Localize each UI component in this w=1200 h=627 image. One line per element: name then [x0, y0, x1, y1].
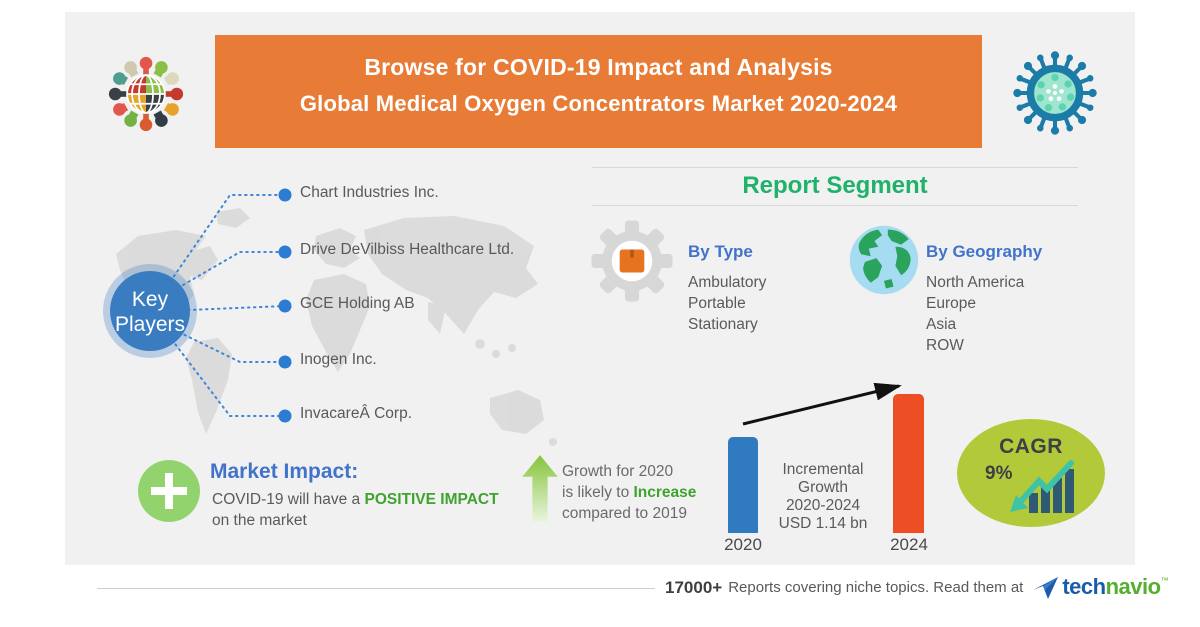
up-arrow-icon: [521, 455, 559, 530]
globe-icon: [846, 222, 922, 303]
company-item: GCE Holding AB: [300, 295, 415, 312]
market-impact-prefix: COVID-19 will have a: [212, 491, 365, 508]
plus-circle-icon: [138, 460, 200, 527]
footer-divider: [97, 588, 655, 589]
growth-line2-highlight: Increase: [633, 484, 697, 501]
bar-2024: [893, 394, 924, 533]
footer-text: Reports covering niche topics. Read them…: [728, 579, 1024, 596]
incremental-growth-annotation: Incremental Growth 2020-2024 USD 1.14 bn: [758, 461, 888, 533]
banner: Browse for COVID-19 Impact and Analysis …: [215, 35, 982, 148]
annotation-line: USD 1.14 bn: [778, 515, 868, 532]
trend-arrow-icon: [735, 372, 915, 437]
gear-package-icon: [588, 217, 676, 310]
reports-count: 17000+: [665, 577, 723, 597]
market-impact-text: COVID-19 will have a POSITIVE IMPACT on …: [212, 489, 499, 531]
cagr-value: 9%: [985, 463, 1013, 484]
key-players-label: Key Players: [114, 288, 186, 336]
coronavirus-icon: [1010, 48, 1100, 143]
annotation-line: Incremental: [782, 461, 864, 478]
company-item: Inogen Inc.: [300, 351, 377, 368]
brand-trademark: ™: [1160, 576, 1169, 585]
key-players-panel: Key Players Chart Industries Inc. Drive …: [70, 170, 590, 470]
bar-label-2020: 2020: [724, 535, 762, 554]
company-item: Chart Industries Inc.: [300, 184, 439, 201]
banner-title-line1: Browse for COVID-19 Impact and Analysis: [364, 54, 833, 80]
by-type-item: Portable: [688, 295, 746, 312]
annotation-line: Growth: [798, 479, 848, 496]
brand-navio: navio: [1105, 574, 1161, 599]
market-impact-highlight: POSITIVE IMPACT: [364, 491, 499, 508]
bar-2020: [728, 437, 758, 533]
by-geography-title: By Geography: [926, 242, 1043, 261]
by-type-item: Ambulatory: [688, 274, 767, 291]
connector-lines: [149, 194, 286, 417]
technavio-logo[interactable]: tech navio ™: [1033, 574, 1169, 601]
cagr-badge: CAGR 9%: [957, 419, 1105, 527]
growth-line3: compared to 2019: [562, 505, 687, 522]
banner-title-line2: Global Medical Oxygen Concentrators Mark…: [299, 91, 898, 116]
segment-divider-bottom: [592, 205, 1078, 206]
by-geography-item: Europe: [926, 295, 976, 312]
market-impact-line2: on the market: [212, 512, 307, 529]
technavio-arrow-icon: [1033, 577, 1059, 599]
market-impact-title: Market Impact:: [210, 460, 359, 483]
growth-line1: Growth for 2020: [562, 463, 674, 480]
brand-tech: tech: [1062, 574, 1106, 599]
footer: 17000+ Reports covering niche topics. Re…: [665, 574, 1169, 601]
cagr-chart-icon: [1005, 459, 1085, 522]
cagr-label: CAGR: [999, 435, 1063, 458]
company-item: InvacareÂ Corp.: [300, 405, 412, 422]
by-geography-item: Asia: [926, 316, 957, 333]
by-geography-item: ROW: [926, 337, 964, 354]
by-type-title: By Type: [688, 242, 753, 261]
by-geography-item: North America: [926, 274, 1025, 291]
segment-divider-top: [592, 167, 1078, 168]
company-bullets: [278, 188, 292, 423]
covid-globe-logo-icon: [104, 52, 188, 141]
growth-line2-prefix: is likely to: [562, 484, 634, 501]
annotation-line: 2020-2024: [785, 497, 861, 514]
key-players-circle: [110, 271, 190, 351]
by-type-item: Stationary: [688, 316, 758, 333]
report-segment-title: Report Segment: [742, 172, 928, 199]
bar-label-2024: 2024: [890, 535, 928, 554]
company-item: Drive DeVilbiss Healthcare Ltd.: [300, 241, 515, 258]
growth-note: Growth for 2020 is likely to Increase co…: [562, 461, 696, 524]
